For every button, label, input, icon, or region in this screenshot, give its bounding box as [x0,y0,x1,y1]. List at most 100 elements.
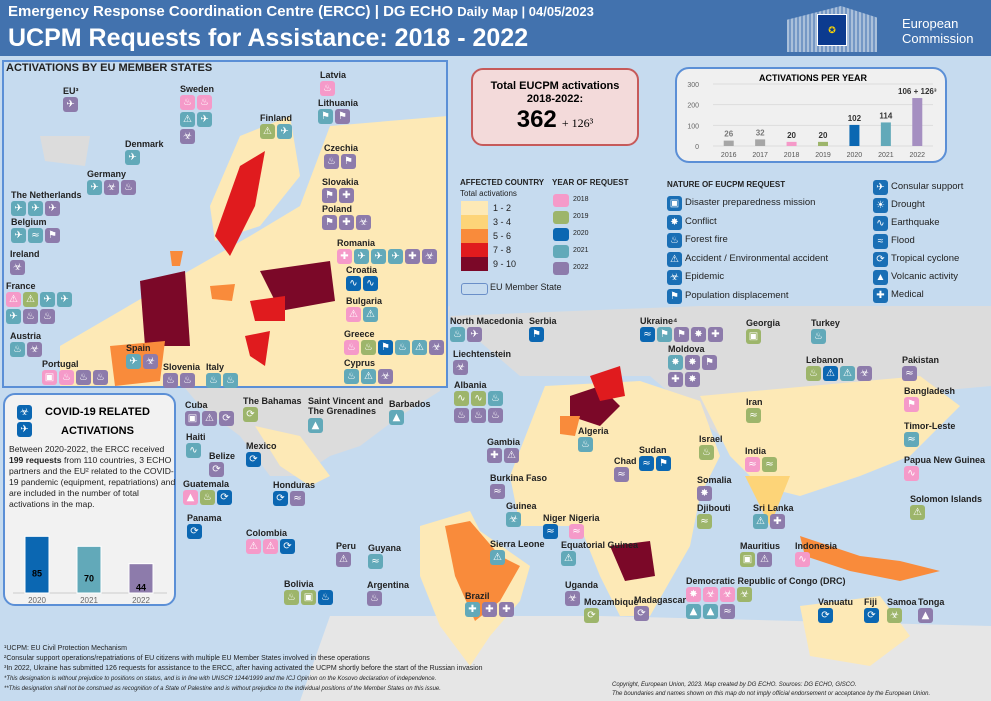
legend-year-swatch [553,228,569,241]
flood-icon: ≈ [639,456,654,471]
data-label: 26 [724,130,733,139]
country-label: Somalia [697,475,732,485]
logo-text-1: European [902,16,959,31]
forest-fire-icon: ♨ [454,408,469,423]
country-label: Lithuania [318,98,358,108]
activation-icons: ♨ ☣ [10,342,44,357]
epidemic-icon: ☣ [17,405,32,420]
covid-text: Between 2020-2022, the ERCC received 199… [9,444,176,509]
accident-icon: ⚠ [260,124,275,139]
legend-year-swatch [553,245,569,258]
activation-icons: ☣ [10,260,27,275]
consular-support-icon: ✈ [197,112,212,127]
country-label: Samoa [887,597,917,607]
accident-icon: ⚠ [753,514,768,529]
flood-icon: ≈ [904,432,919,447]
total-extra: + 126³ [561,116,594,130]
activation-icons: ≈ [490,484,507,499]
accident-icon: ⚠ [23,292,38,307]
activation-icons: ≈ ⚑ ⚑ ✸ ✚ [640,327,725,342]
population-displacement-icon: ⚑ [341,154,356,169]
forest-fire-icon: ♨ [10,342,25,357]
activation-icons: ✚ ✈ ✈ ✈ ✚ ☣ [337,249,439,264]
accident-icon: ⚠ [336,552,351,567]
flood-icon: ≈ [543,524,558,539]
forest-fire-icon: ♨ [320,81,335,96]
consular-support-icon: ✈ [45,201,60,216]
population-displacement-icon: ⚑ [656,456,671,471]
activation-icons: ⚠ [336,552,353,567]
country-label: Albania [454,380,487,390]
country-label: Gambia [487,437,521,447]
activation-icons: ≈ [614,467,631,482]
consular-support-icon: ✈ [11,201,26,216]
forest-fire-icon: ♨ [59,370,74,385]
data-label: 20 [787,131,796,140]
activation-icons: ∿ ∿ [346,276,380,291]
population-displacement-icon: ⚑ [378,340,393,355]
forest-fire-icon: ♨ [284,590,299,605]
volcanic-activity-icon: ▲ [873,270,888,285]
tropical-cyclone-icon: ⟳ [187,524,202,539]
bar-2016 [723,140,734,146]
country-label: Guyana [368,543,402,553]
disaster-preparedness-icon: ▣ [746,329,761,344]
data-label: 85 [32,569,42,579]
forest-fire-icon: ♨ [699,445,714,460]
country-label: Guatemala [183,479,230,489]
country-label: Belgium [11,217,47,227]
footnote: **This designation shall not be construe… [4,686,441,692]
population-displacement-icon: ⚑ [318,109,333,124]
flood-icon: ≈ [368,554,383,569]
tropical-cyclone-icon: ⟳ [864,608,879,623]
volcanic-activity-icon: ▲ [918,608,933,623]
activation-icons: ♨ ♨ [163,373,197,388]
country-label: Italy [206,362,225,372]
consular-support-icon: ✈ [125,150,140,165]
accident-icon: ⚠ [504,448,519,463]
total-label: Total EUCPM activations [490,80,620,92]
volcanic-activity-icon: ▲ [183,490,198,505]
activation-icons: ♨ ⚑ [324,154,358,169]
legend-nature-label: Forest fire [685,234,728,245]
country-label: Ireland [10,249,40,259]
activation-icons: ♨ ⚠ ☣ [344,369,395,384]
legend-year-swatch [553,262,569,275]
country-label: Burkina Faso [490,473,548,483]
activation-icons: ▲ ♨ ⟳ [183,490,234,505]
country-label: Spain [126,343,151,353]
footnote: ²Consular support operations/repatriatio… [4,655,370,662]
x-tick-label: 2016 [721,152,737,159]
accident-icon: ⚠ [202,411,217,426]
flood-icon: ≈ [902,366,917,381]
country-label: Denmark [125,139,164,149]
legend-swatch [461,229,488,243]
country-label: The Bahamas [243,396,302,406]
land-affected [255,366,960,666]
country-label: Nigeria [569,513,600,523]
medical-icon: ✚ [873,288,888,303]
flood-icon: ≈ [697,514,712,529]
activation-icons: ♨ [699,445,716,460]
total-value: 362 [516,106,557,133]
accident-icon: ⚠ [180,112,195,127]
medical-icon: ✚ [499,602,514,617]
conflict-icon: ✸ [697,486,712,501]
consular-support-icon: ✈ [17,422,32,437]
activation-icons: ≈ [746,408,763,423]
country-label: Panama [187,513,222,523]
activation-icons: ✈ [125,150,142,165]
bar-2022 [912,98,923,146]
legend-nature-label: Accident / Environmental accident [685,252,829,264]
epidemic-icon: ☣ [857,366,872,381]
country-label: India [745,446,767,456]
country-label: Bolivia [284,579,314,589]
volcanic-activity-icon: ▲ [308,418,323,433]
earthquake-icon: ∿ [873,216,888,231]
legend-year-title: YEAR OF REQUEST [552,178,629,187]
forest-fire-icon: ♨ [23,309,38,324]
consular-support-icon: ✈ [371,249,386,264]
activation-icons: ≈ [697,514,714,529]
population-displacement-icon: ⚑ [322,215,337,230]
consular-support-icon: ✈ [11,228,26,243]
